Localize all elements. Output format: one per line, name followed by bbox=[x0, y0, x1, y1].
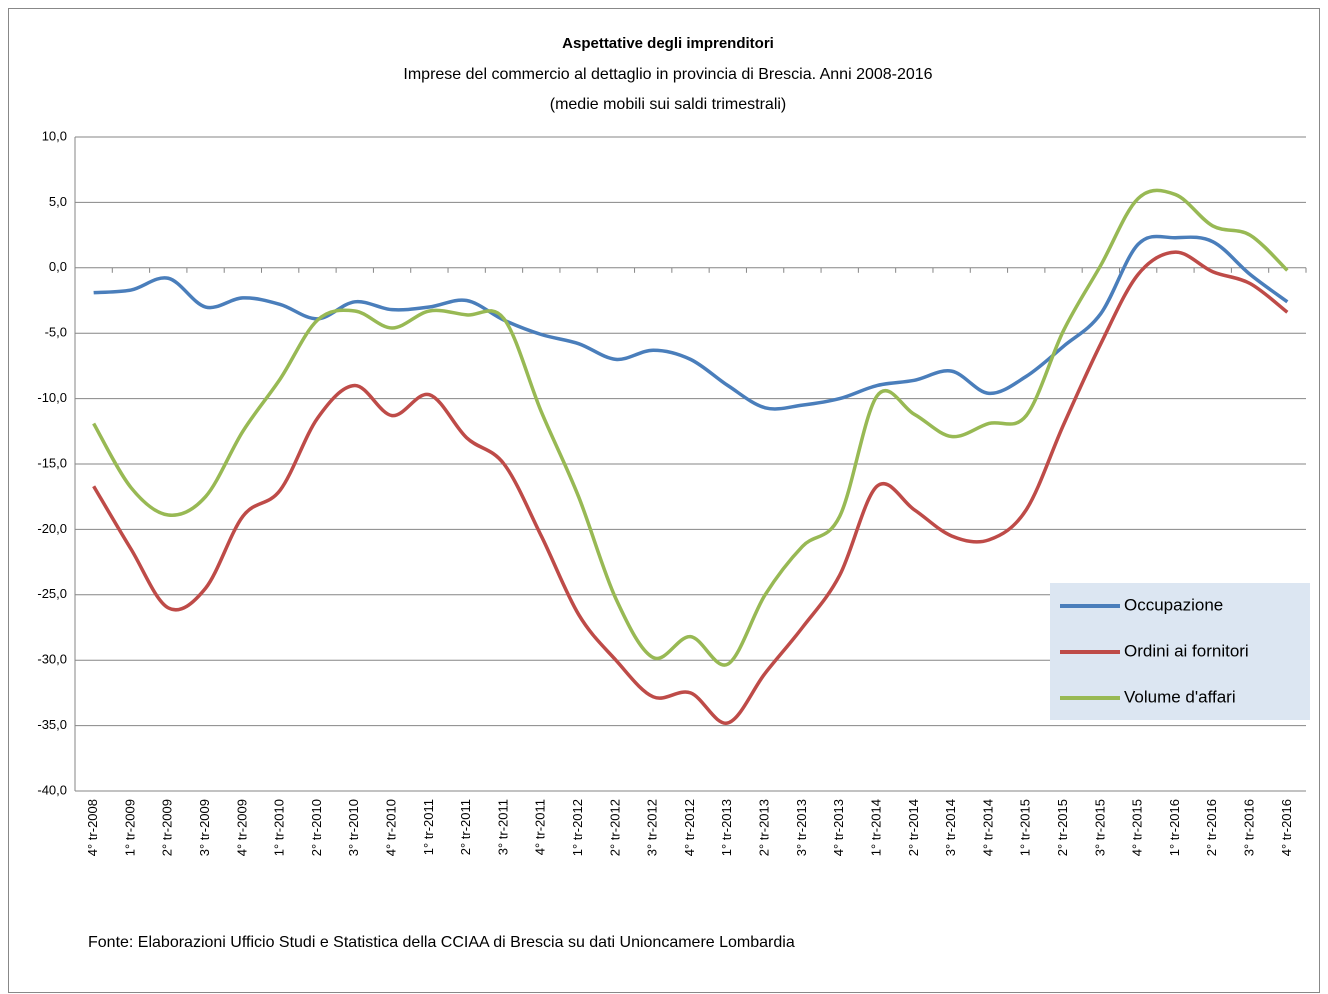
y-tick-label: -40,0 bbox=[37, 782, 67, 797]
legend-label: Ordini ai fornitori bbox=[1124, 641, 1249, 660]
x-tick-label: 2° tr-2014 bbox=[906, 799, 921, 856]
x-tick-label: 4° tr-2008 bbox=[85, 799, 100, 856]
x-tick-label: 1° tr-2015 bbox=[1018, 799, 1033, 856]
y-tick-label: -20,0 bbox=[37, 521, 67, 536]
x-tick-label: 3° tr-2013 bbox=[794, 799, 809, 856]
x-tick-label: 1° tr-2010 bbox=[272, 799, 287, 856]
legend-label: Occupazione bbox=[1124, 595, 1223, 614]
source-note: Fonte: Elaborazioni Ufficio Studi e Stat… bbox=[88, 934, 795, 951]
y-tick-label: -10,0 bbox=[37, 390, 67, 405]
x-tick-label: 2° tr-2015 bbox=[1055, 799, 1070, 856]
x-tick-label: 3° tr-2016 bbox=[1241, 799, 1256, 856]
x-tick-label: 4° tr-2012 bbox=[682, 799, 697, 856]
x-tick-label: 4° tr-2013 bbox=[831, 799, 846, 856]
chart-title: Aspettative degli imprenditori bbox=[562, 35, 774, 52]
x-tick-label: 3° tr-2015 bbox=[1092, 799, 1107, 856]
frame bbox=[8, 8, 1320, 993]
x-tick-label: 4° tr-2014 bbox=[980, 799, 995, 856]
y-tick-label: -5,0 bbox=[45, 325, 67, 340]
y-tick-label: 0,0 bbox=[49, 259, 67, 274]
x-tick-label: 4° tr-2015 bbox=[1130, 799, 1145, 856]
x-tick-label: 3° tr-2009 bbox=[197, 799, 212, 856]
y-tick-label: 10,0 bbox=[42, 128, 67, 143]
series-line bbox=[92, 250, 1289, 725]
x-tick-label: 3° tr-2012 bbox=[645, 799, 660, 856]
y-tick-label: -25,0 bbox=[37, 586, 67, 601]
x-tick-label: 1° tr-2013 bbox=[719, 799, 734, 856]
chart-subtitle: Imprese del commercio al dettaglio in pr… bbox=[403, 66, 932, 83]
y-tick-label: -35,0 bbox=[37, 717, 67, 732]
x-tick-label: 2° tr-2012 bbox=[607, 799, 622, 856]
x-tick-label: 1° tr-2011 bbox=[421, 799, 436, 855]
series-line bbox=[93, 234, 1289, 411]
x-tick-label: 4° tr-2011 bbox=[533, 799, 548, 855]
x-tick-label: 2° tr-2011 bbox=[458, 799, 473, 855]
chart-subtitle: (medie mobili sui saldi trimestrali) bbox=[550, 96, 787, 113]
x-tick-label: 2° tr-2010 bbox=[309, 799, 324, 856]
y-tick-label: 5,0 bbox=[49, 194, 67, 209]
x-tick-label: 3° tr-2014 bbox=[943, 799, 958, 856]
x-tick-label: 4° tr-2016 bbox=[1279, 799, 1294, 856]
x-tick-label: 1° tr-2009 bbox=[122, 799, 137, 856]
x-tick-label: 1° tr-2012 bbox=[570, 799, 585, 856]
series-line bbox=[92, 188, 1289, 667]
legend-label: Volume d'affari bbox=[1124, 687, 1236, 706]
x-tick-label: 1° tr-2014 bbox=[868, 799, 883, 856]
x-tick-label: 1° tr-2016 bbox=[1167, 799, 1182, 856]
x-tick-label: 2° tr-2016 bbox=[1204, 799, 1219, 856]
x-tick-label: 4° tr-2009 bbox=[234, 799, 249, 856]
y-tick-label: -15,0 bbox=[37, 455, 67, 470]
x-tick-label: 2° tr-2009 bbox=[160, 799, 175, 856]
x-tick-label: 4° tr-2010 bbox=[384, 799, 399, 856]
y-tick-label: -30,0 bbox=[37, 652, 67, 667]
x-tick-label: 3° tr-2010 bbox=[346, 799, 361, 856]
x-tick-label: 3° tr-2011 bbox=[495, 799, 510, 855]
x-tick-label: 2° tr-2013 bbox=[757, 799, 772, 856]
